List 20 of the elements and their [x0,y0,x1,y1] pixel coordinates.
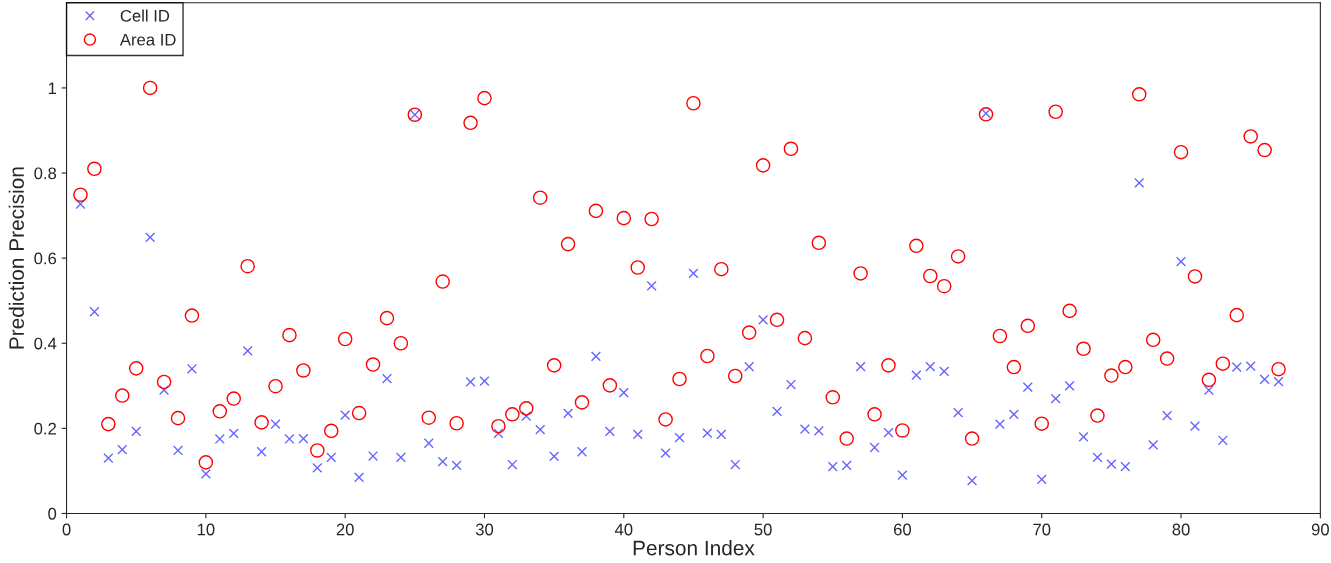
x-tick-label: 70 [1033,523,1051,536]
legend-label: Area ID [119,33,176,46]
y-tick-label: 0 [48,507,57,520]
y-tick-label: 1 [48,82,57,94]
x-tick-label: 0 [62,523,71,536]
y-tick-label: 0.4 [34,337,57,350]
y-tick-label: 0.8 [34,167,57,180]
x-tick-label: 90 [1311,523,1329,536]
y-tick-label: 0.6 [34,252,57,265]
x-tick-label: 40 [614,523,633,536]
x-tick-label: 30 [475,523,494,536]
x-tick-label: 60 [894,523,912,536]
x-tick-label: 80 [1172,523,1190,536]
x-tick-label: 50 [754,523,772,536]
y-axis-title: Prediction Precision [8,167,24,349]
legend-label: Cell ID [120,9,170,22]
x-axis-title: Person Index [633,540,755,556]
x-tick-label: 10 [197,523,215,536]
x-tick-label: 20 [336,523,354,536]
y-tick-label: 0.2 [34,422,56,435]
